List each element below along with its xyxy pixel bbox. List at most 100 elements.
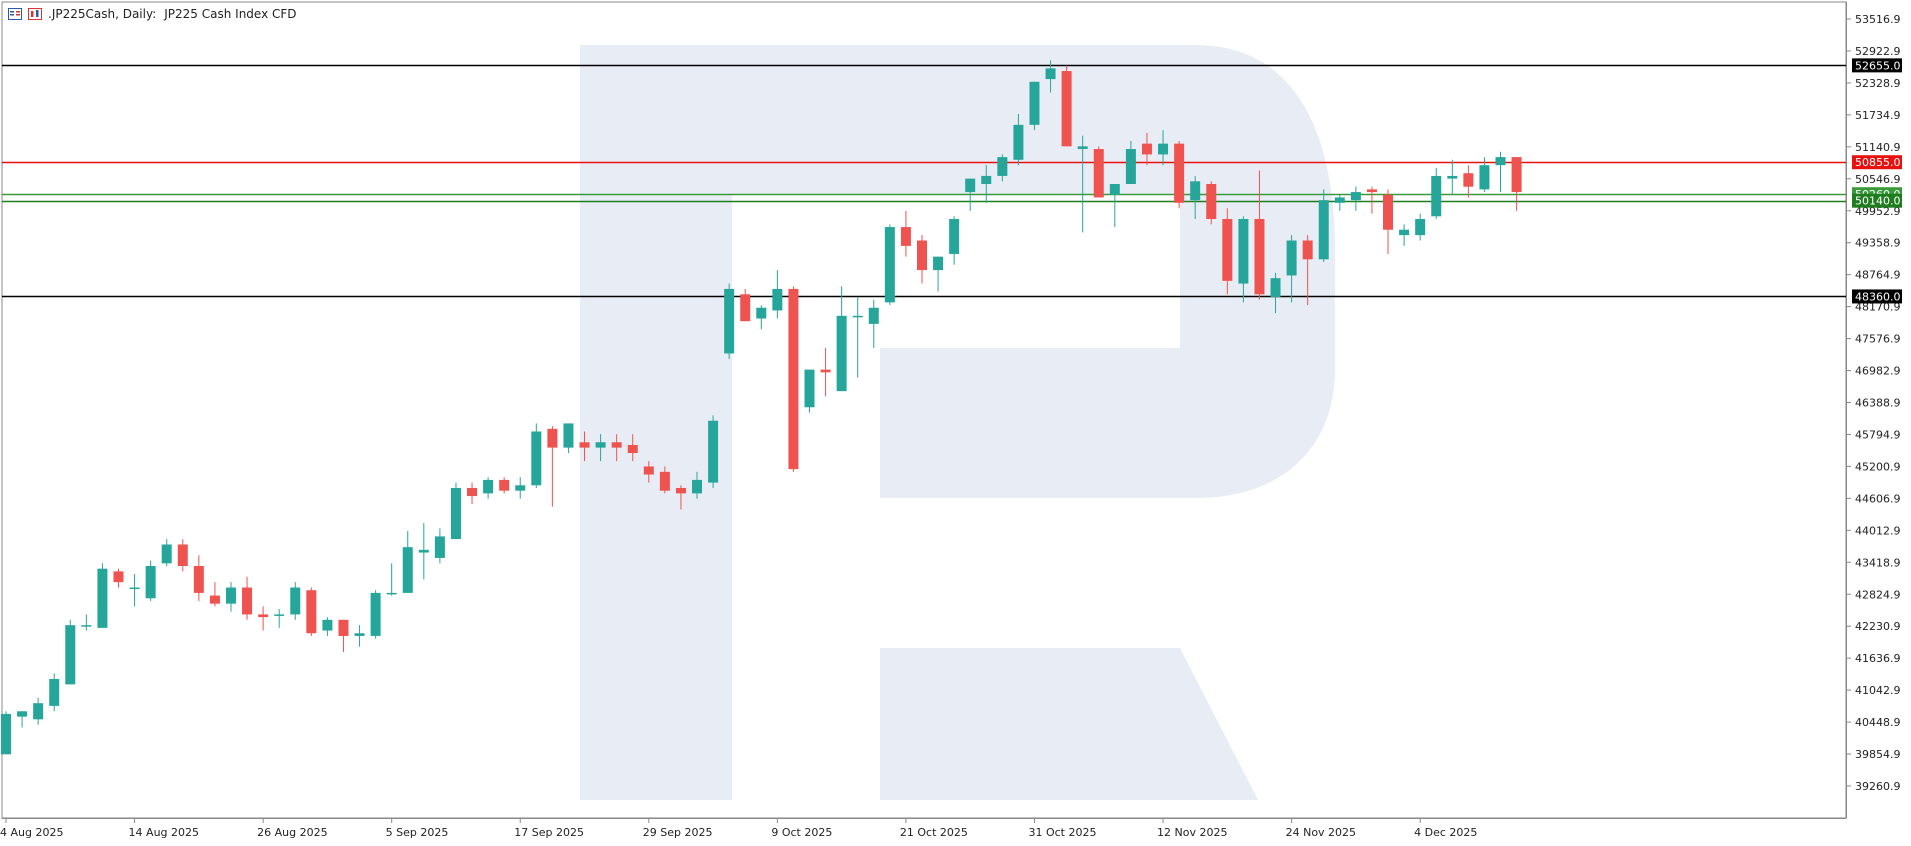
candle-body <box>209 595 220 604</box>
window-icon[interactable] <box>8 8 22 20</box>
candle-body <box>1511 157 1522 193</box>
y-tick-label: 48764.9 <box>1855 269 1901 282</box>
y-tick-label: 45200.9 <box>1855 460 1901 473</box>
candle-body <box>515 485 526 491</box>
candle-body <box>900 227 911 246</box>
level-label: 50855.0 <box>1855 156 1901 169</box>
y-tick-label: 39854.9 <box>1855 748 1901 761</box>
candle-body <box>1383 194 1394 230</box>
candle-body <box>386 592 397 595</box>
level-label-bg <box>1852 155 1902 170</box>
y-tick-label: 51140.9 <box>1855 141 1901 154</box>
x-tick-label: 9 Oct 2025 <box>771 826 832 839</box>
candle-body <box>1415 218 1426 236</box>
candle-body <box>1334 197 1345 203</box>
candle-body <box>579 442 590 448</box>
candle-body <box>65 625 76 685</box>
y-tick-label: 49358.9 <box>1855 237 1901 250</box>
y-tick-label: 42824.9 <box>1855 588 1901 601</box>
candle-body <box>1222 218 1233 281</box>
candle-body <box>916 240 927 271</box>
candle-body <box>1350 192 1361 201</box>
candle-body <box>467 487 478 497</box>
x-tick-label: 14 Aug 2025 <box>129 826 199 839</box>
candle-body <box>274 614 285 616</box>
candle-body <box>193 565 204 593</box>
candle-body <box>1302 240 1313 260</box>
candle-body <box>643 466 654 475</box>
y-tick-label: 44012.9 <box>1855 524 1901 537</box>
candle-body <box>997 157 1008 176</box>
candle-body <box>852 315 863 318</box>
candle-body <box>177 544 188 566</box>
candle-body <box>933 256 944 271</box>
candle-body <box>242 587 253 615</box>
candle-body <box>804 369 815 408</box>
candle-body <box>450 487 461 540</box>
symbol-timeframe: .JP225Cash, Daily: <box>48 7 157 21</box>
candle-body <box>418 549 429 553</box>
y-tick-label: 52922.9 <box>1855 45 1901 58</box>
candle-body <box>1093 149 1104 198</box>
x-tick-label: 4 Aug 2025 <box>0 826 63 839</box>
candle-body <box>531 431 542 486</box>
x-tick-label: 12 Nov 2025 <box>1157 826 1227 839</box>
level-label-bg <box>1852 289 1902 304</box>
candle-body <box>49 678 60 706</box>
candle-body <box>1061 71 1072 147</box>
candle-body <box>322 619 333 631</box>
candle-body <box>1399 229 1410 236</box>
y-tick-label: 40448.9 <box>1855 716 1901 729</box>
candle-body <box>434 536 445 558</box>
y-tick-label: 41042.9 <box>1855 684 1901 697</box>
level-label-bg <box>1852 193 1902 208</box>
y-tick-label: 45794.9 <box>1855 428 1901 441</box>
candle-body <box>1109 184 1120 195</box>
y-tick-label: 52328.9 <box>1855 77 1901 90</box>
y-tick-label: 39260.9 <box>1855 780 1901 793</box>
x-tick-label: 17 Sep 2025 <box>514 826 584 839</box>
level-label: 52655.0 <box>1855 59 1901 72</box>
candle-body <box>1158 143 1169 155</box>
candle-body <box>1270 278 1281 297</box>
y-tick-label: 44606.9 <box>1855 492 1901 505</box>
candle-body <box>675 487 686 494</box>
candle-body <box>724 288 735 354</box>
y-tick-label: 42230.9 <box>1855 620 1901 633</box>
y-tick-label: 46388.9 <box>1855 397 1901 410</box>
candle-body <box>145 565 156 599</box>
y-tick-label: 46982.9 <box>1855 365 1901 378</box>
candles-group <box>1 60 1522 755</box>
candle-body <box>370 592 381 636</box>
candle-body <box>740 294 751 322</box>
candle-body <box>820 369 831 373</box>
y-tick-label: 48170.9 <box>1855 301 1901 314</box>
x-tick-label: 26 Aug 2025 <box>257 826 327 839</box>
y-tick-label: 50546.9 <box>1855 173 1901 186</box>
chart-header: .JP225Cash, Daily: JP225 Cash Index CFD <box>8 6 305 22</box>
y-tick-label: 51734.9 <box>1855 109 1901 122</box>
candle-body <box>1013 124 1024 160</box>
candle-body <box>499 479 510 491</box>
candle-body <box>81 625 92 627</box>
x-tick-label: 21 Oct 2025 <box>900 826 968 839</box>
candle-body <box>563 423 574 448</box>
candle-body <box>981 175 992 185</box>
candle-body <box>836 315 847 392</box>
candle-body <box>868 307 879 324</box>
candle-body <box>402 547 413 593</box>
candle-body <box>756 307 767 319</box>
candle-body <box>1479 165 1490 190</box>
candle-body <box>659 471 670 491</box>
candles-icon[interactable] <box>28 8 42 20</box>
y-tick-label: 49952.9 <box>1855 205 1901 218</box>
candle-body <box>772 288 783 311</box>
candle-body <box>1286 240 1297 276</box>
candle-body <box>1141 143 1152 155</box>
candle-body <box>33 703 44 720</box>
level-label: 48360.0 <box>1855 290 1901 303</box>
plot-frame <box>1 1 1847 819</box>
y-tick-label: 41636.9 <box>1855 652 1901 665</box>
